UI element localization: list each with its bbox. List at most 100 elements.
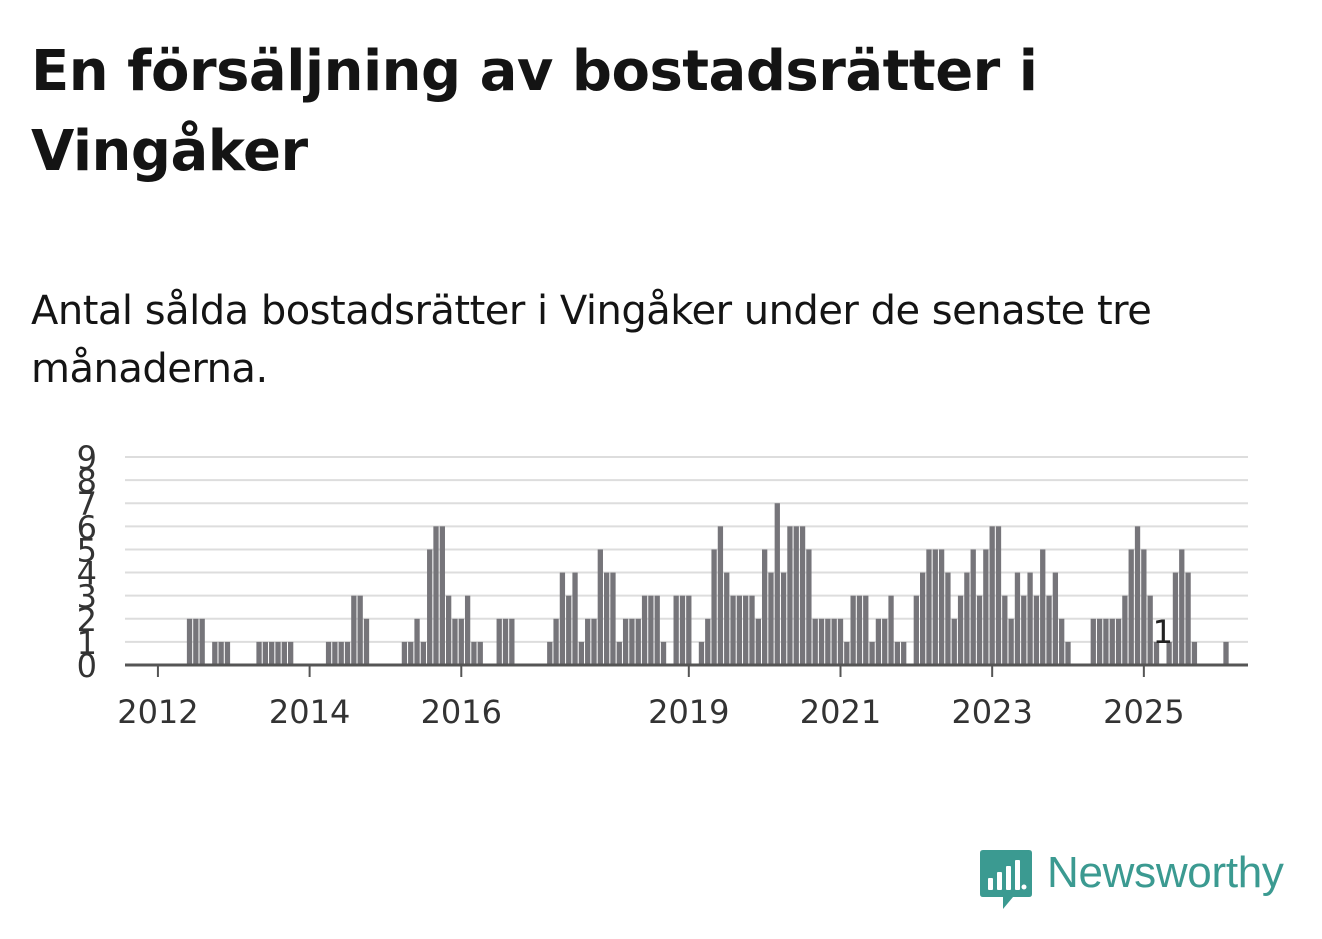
bar bbox=[1191, 641, 1198, 665]
bar bbox=[686, 595, 692, 665]
y-tick-label: 9 bbox=[77, 439, 97, 477]
bar bbox=[212, 641, 218, 665]
bar bbox=[363, 618, 370, 665]
bar bbox=[901, 641, 907, 665]
bar bbox=[856, 595, 863, 665]
x-tick-label: 2014 bbox=[269, 693, 350, 731]
bar bbox=[863, 595, 869, 665]
bar bbox=[850, 595, 856, 665]
bar bbox=[269, 641, 275, 665]
bar bbox=[1096, 618, 1103, 665]
bar bbox=[957, 595, 964, 665]
bar bbox=[787, 526, 793, 665]
bar bbox=[401, 641, 408, 665]
bar bbox=[875, 618, 882, 665]
x-tick-label: 2019 bbox=[648, 693, 729, 731]
chart-title: En försäljning av bostadsrätter i Vingåk… bbox=[31, 39, 1038, 184]
bar bbox=[344, 641, 351, 665]
bar bbox=[446, 595, 452, 665]
bar bbox=[572, 572, 578, 665]
bar bbox=[288, 641, 294, 665]
bar bbox=[452, 618, 458, 665]
bar bbox=[749, 595, 755, 665]
bar bbox=[913, 595, 919, 665]
bar bbox=[193, 618, 199, 665]
bar bbox=[736, 595, 743, 665]
bar bbox=[951, 618, 957, 665]
x-tick-label: 2021 bbox=[800, 693, 881, 731]
bar bbox=[641, 595, 648, 665]
bar bbox=[926, 549, 932, 665]
bar bbox=[332, 641, 338, 665]
bar bbox=[408, 641, 414, 665]
bar bbox=[1128, 549, 1134, 665]
y-tick-label: 6 bbox=[77, 508, 97, 546]
y-tick-label: 1 bbox=[77, 624, 97, 662]
bar bbox=[585, 618, 591, 665]
x-tick-label: 2023 bbox=[951, 693, 1032, 731]
bar bbox=[262, 641, 269, 665]
bar bbox=[660, 641, 667, 665]
bar bbox=[414, 618, 420, 665]
bar bbox=[1223, 641, 1229, 665]
bar bbox=[622, 618, 629, 665]
bar bbox=[471, 641, 477, 665]
bar bbox=[698, 641, 705, 665]
bar bbox=[976, 595, 983, 665]
bar bbox=[464, 595, 471, 665]
bar bbox=[578, 641, 585, 665]
bar bbox=[509, 618, 515, 665]
bar bbox=[983, 549, 989, 665]
bar bbox=[458, 618, 464, 665]
bar bbox=[1008, 618, 1014, 665]
bar bbox=[844, 641, 850, 665]
bar bbox=[825, 618, 831, 665]
bar bbox=[1147, 595, 1153, 665]
bar bbox=[799, 526, 806, 665]
bar bbox=[591, 618, 597, 665]
bar bbox=[1185, 572, 1191, 665]
bar bbox=[1179, 549, 1185, 665]
bar bbox=[1141, 549, 1147, 665]
bar bbox=[1115, 618, 1122, 665]
bar bbox=[920, 572, 926, 665]
bars bbox=[186, 503, 1229, 665]
bar bbox=[888, 595, 894, 665]
bar bbox=[1052, 572, 1059, 665]
x-tick-label: 2025 bbox=[1103, 693, 1184, 731]
bar bbox=[837, 618, 844, 665]
bar bbox=[768, 572, 774, 665]
bar bbox=[1109, 618, 1115, 665]
bar bbox=[812, 618, 818, 665]
x-tick-label: 2012 bbox=[117, 693, 198, 731]
bar bbox=[1002, 595, 1008, 665]
bar bbox=[547, 641, 553, 665]
bar bbox=[559, 572, 566, 665]
bar bbox=[281, 641, 287, 665]
bar bbox=[186, 618, 193, 665]
bar bbox=[818, 618, 825, 665]
y-tick-label: 0 bbox=[77, 647, 97, 685]
bar bbox=[1033, 595, 1040, 665]
bar bbox=[1040, 549, 1046, 665]
bar bbox=[648, 595, 654, 665]
bar bbox=[218, 641, 224, 665]
bar bbox=[831, 618, 837, 665]
y-tick-label: 8 bbox=[77, 462, 97, 500]
bar bbox=[1122, 595, 1128, 665]
y-tick-label: 3 bbox=[77, 578, 97, 616]
grid-lines bbox=[125, 456, 1248, 643]
bar bbox=[945, 572, 951, 665]
newsworthy-chart-icon bbox=[980, 850, 1032, 909]
bar bbox=[553, 618, 559, 665]
bar bbox=[427, 549, 433, 665]
bar bbox=[433, 526, 439, 665]
bar bbox=[995, 526, 1002, 665]
bar bbox=[351, 595, 357, 665]
bar bbox=[806, 549, 812, 665]
bar bbox=[711, 549, 717, 665]
bar bbox=[654, 595, 660, 665]
y-tick-label: 4 bbox=[77, 555, 97, 593]
bar bbox=[629, 618, 635, 665]
